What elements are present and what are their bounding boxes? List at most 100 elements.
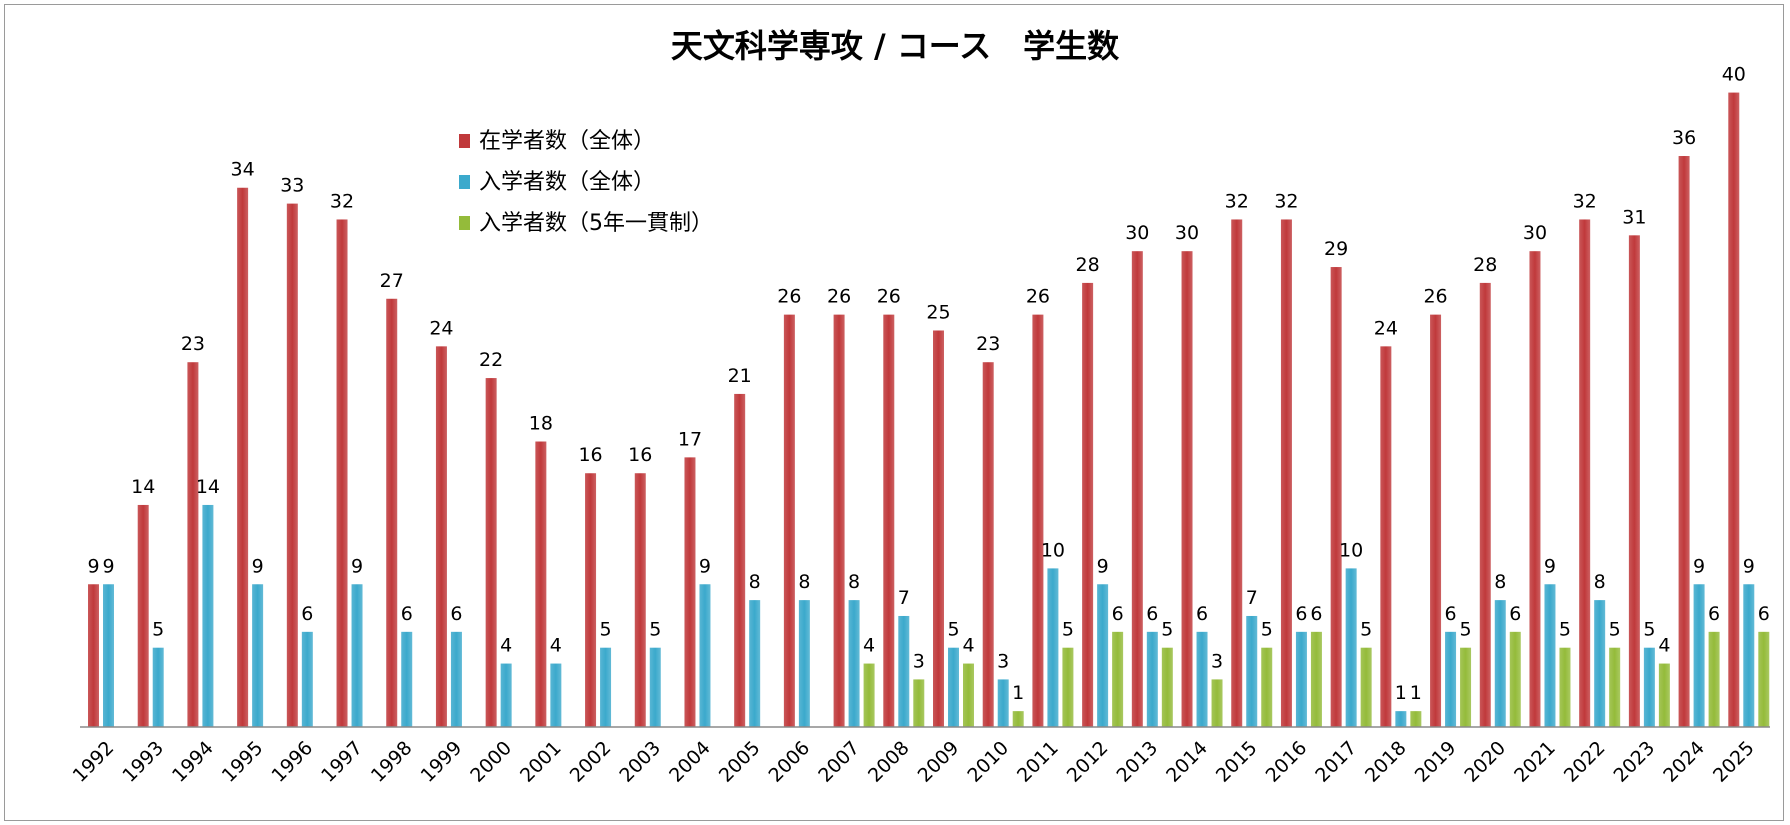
bar-2-2010: [1012, 711, 1024, 727]
data-label-1-2023: 5: [1643, 619, 1655, 641]
data-label-0-1996: 33: [280, 175, 304, 197]
data-label-0-1992: 9: [87, 555, 99, 577]
bar-1-2001: [550, 663, 562, 727]
data-label-0-2006: 26: [777, 286, 801, 308]
data-label-2-2008: 3: [913, 650, 925, 672]
bar-0-2009: [933, 330, 944, 727]
data-label-0-1993: 14: [131, 476, 155, 498]
data-label-2-2014: 3: [1211, 650, 1223, 672]
bar-0-1998: [386, 298, 398, 727]
bar-0-2004: [684, 457, 696, 727]
x-tick-label-2022: 2022: [1560, 737, 1610, 787]
x-tick-label-2013: 2013: [1112, 737, 1162, 787]
bar-2-2008: [913, 679, 925, 727]
bar-1-2014: [1196, 631, 1208, 727]
bar-0-2021: [1529, 251, 1541, 728]
bar-2-2014: [1211, 679, 1223, 727]
x-tick-label-2006: 2006: [765, 737, 815, 787]
bar-0-2019: [1430, 314, 1442, 727]
data-label-0-2024: 36: [1672, 127, 1696, 149]
bar-2-2015: [1261, 647, 1273, 727]
chart-svg: 天文科学専攻 / コース 学生数 在学者数（全体） 入学者数（全体） 入学者数（5年…: [69, 27, 1770, 787]
data-label-2-2022: 5: [1609, 619, 1621, 641]
data-label-1-2014: 6: [1196, 603, 1208, 625]
data-label-0-2002: 16: [578, 444, 602, 466]
bar-0-2018: [1380, 346, 1392, 727]
data-label-0-2008: 26: [877, 286, 901, 308]
bar-1-2004: [699, 584, 711, 727]
data-label-2-2015: 5: [1261, 619, 1273, 641]
data-label-0-2020: 28: [1473, 254, 1497, 276]
x-tick-labels: 1992 1993 1994 1995 1996 1997 1998 1999 2000 2001…: [69, 737, 1759, 787]
bar-1-1996: [301, 631, 313, 727]
legend-swatch-1: [459, 175, 470, 189]
x-tick-label-1998: 1998: [367, 737, 417, 787]
bar-0-2012: [1082, 282, 1094, 727]
data-label-0-2007: 26: [827, 286, 851, 308]
bar-0-2011: [1032, 314, 1044, 727]
bar-1-2005: [749, 600, 761, 727]
data-label-1-1993: 5: [152, 619, 164, 641]
data-label-2-2012: 6: [1112, 603, 1124, 625]
bar-2-2016: [1310, 631, 1322, 727]
legend-swatch-0: [459, 134, 470, 148]
data-label-0-1995: 34: [231, 159, 255, 181]
bar-0-1994: [187, 362, 199, 727]
data-label-0-2023: 31: [1622, 206, 1646, 228]
x-tick-label-1996: 1996: [267, 737, 317, 787]
bar-2-2007: [863, 663, 875, 727]
bar-1-1993: [152, 647, 164, 727]
data-label-2-2018: 1: [1410, 682, 1422, 704]
data-label-2-2023: 4: [1658, 635, 1670, 657]
bar-1-2017: [1345, 568, 1357, 727]
data-label-0-2013: 30: [1125, 222, 1149, 244]
x-tick-label-2025: 2025: [1709, 737, 1759, 787]
bar-0-1996: [286, 203, 298, 728]
data-label-1-2004: 9: [699, 555, 711, 577]
bar-2-2017: [1360, 647, 1372, 727]
x-tick-label-2014: 2014: [1162, 737, 1212, 787]
bar-1-2010: [997, 679, 1009, 727]
data-label-1-2002: 5: [600, 619, 612, 641]
bar-0-2007: [833, 314, 845, 727]
bar-1-2013: [1146, 631, 1158, 727]
data-label-1-1992: 9: [102, 555, 114, 577]
data-label-1-1998: 6: [401, 603, 413, 625]
data-label-1-2021: 9: [1544, 555, 1556, 577]
bar-0-2005: [734, 393, 746, 727]
bar-1-2024: [1693, 584, 1705, 727]
bar-1-2000: [500, 663, 512, 727]
data-label-1-1996: 6: [301, 603, 313, 625]
bar-2-2023: [1658, 663, 1670, 727]
x-tick-label-2020: 2020: [1460, 737, 1510, 787]
bar-1-2018: [1395, 711, 1407, 727]
data-label-2-2021: 5: [1559, 619, 1571, 641]
bars-group: [88, 92, 1770, 728]
bar-2-2011: [1062, 647, 1074, 727]
data-label-1-2024: 9: [1693, 555, 1705, 577]
bar-1-1999: [450, 631, 462, 727]
data-label-2-2024: 6: [1708, 603, 1720, 625]
data-label-1-2019: 6: [1445, 603, 1457, 625]
bar-2-2020: [1509, 631, 1521, 727]
legend: 在学者数（全体） 入学者数（全体） 入学者数（5年一貫制）: [459, 129, 713, 236]
bar-2-2009: [963, 663, 974, 727]
bar-0-1995: [237, 187, 249, 727]
data-label-2-2011: 5: [1062, 619, 1074, 641]
data-label-2-2013: 5: [1161, 619, 1173, 641]
data-label-0-1998: 27: [380, 270, 404, 292]
x-tick-label-2000: 2000: [466, 737, 516, 787]
bar-0-2020: [1479, 282, 1491, 727]
legend-label-0: 在学者数（全体）: [479, 129, 655, 154]
data-label-0-2025: 40: [1722, 64, 1746, 86]
x-tick-label-1994: 1994: [168, 737, 218, 787]
bar-0-2001: [535, 441, 547, 727]
x-tick-label-2015: 2015: [1212, 737, 1262, 787]
bar-0-2003: [634, 473, 646, 727]
data-label-1-2007: 8: [848, 571, 860, 593]
x-tick-label-2018: 2018: [1361, 737, 1411, 787]
bar-0-2000: [485, 378, 497, 727]
bar-0-1992: [88, 584, 99, 727]
bar-2-2019: [1460, 647, 1472, 727]
bar-1-1998: [401, 631, 413, 727]
